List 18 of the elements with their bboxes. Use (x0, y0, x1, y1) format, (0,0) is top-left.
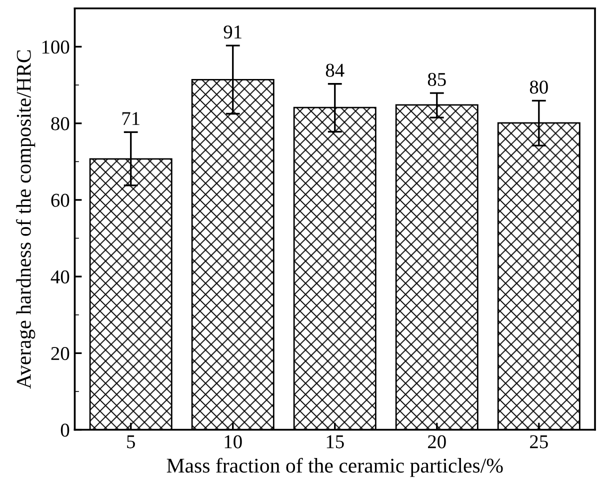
y-tick-label: 100 (42, 40, 70, 54)
data-label: 71 (122, 112, 140, 125)
x-tick-label: 15 (326, 435, 344, 448)
data-label: 80 (530, 80, 548, 94)
y-tick-label: 60 (51, 194, 70, 207)
data-label: 84 (326, 64, 344, 77)
data-label: 91 (224, 25, 242, 39)
y-tick-label: 80 (51, 117, 70, 130)
x-tick-label: 5 (127, 435, 135, 448)
y-tick-label: 40 (50, 270, 70, 284)
x-tick-label: 10 (224, 435, 242, 448)
x-tick-label: 25 (530, 435, 548, 448)
y-tick-label: 20 (51, 346, 70, 360)
y-axis-title: Average hardness of the composite/HRC (16, 50, 36, 389)
y-tick-label: 0 (60, 424, 70, 437)
x-axis-title: Mass fraction of the ceramic particles/% (166, 458, 503, 477)
data-label: 85 (428, 72, 446, 86)
x-tick-label: 20 (428, 435, 446, 448)
